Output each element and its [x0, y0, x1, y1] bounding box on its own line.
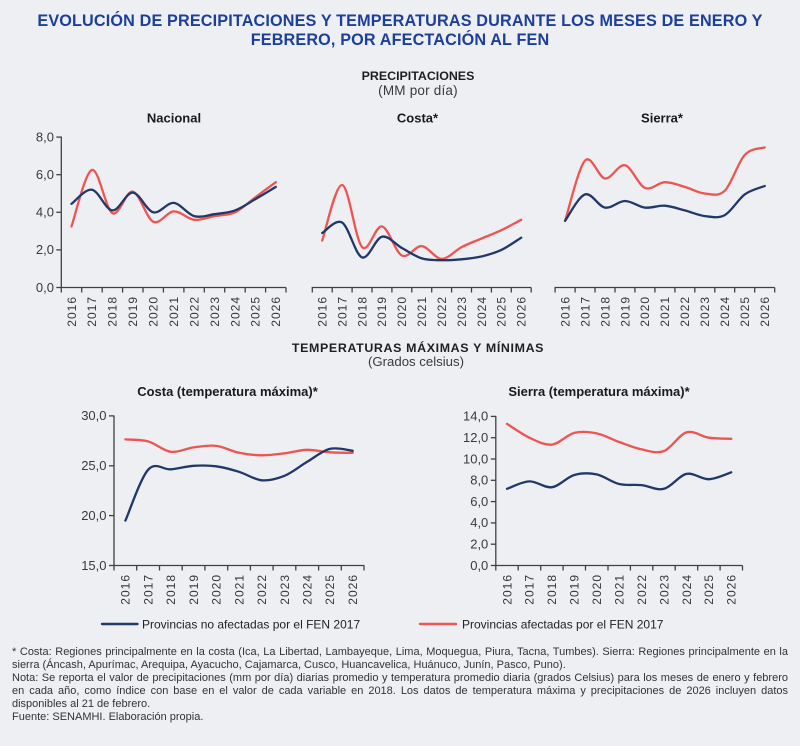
svg-text:4,0: 4,0	[470, 515, 488, 530]
svg-text:2019: 2019	[126, 296, 140, 327]
svg-text:2017: 2017	[523, 574, 537, 605]
svg-text:2018: 2018	[355, 296, 369, 327]
svg-text:6,0: 6,0	[470, 494, 488, 509]
svg-text:2025: 2025	[702, 574, 716, 605]
svg-text:2021: 2021	[658, 296, 672, 327]
svg-text:Costa (temperatura máxima)*: Costa (temperatura máxima)*	[137, 384, 319, 399]
svg-text:4,0: 4,0	[36, 205, 54, 220]
svg-text:8,0: 8,0	[36, 129, 54, 144]
svg-text:2026: 2026	[346, 574, 360, 605]
svg-text:2020: 2020	[590, 574, 604, 605]
svg-text:2023: 2023	[698, 296, 712, 327]
svg-text:2016: 2016	[316, 296, 330, 327]
svg-text:2026: 2026	[758, 296, 772, 327]
svg-text:2024: 2024	[301, 574, 315, 605]
svg-text:6,0: 6,0	[36, 167, 54, 182]
svg-text:2020: 2020	[210, 574, 224, 605]
svg-text:2020: 2020	[147, 296, 161, 327]
svg-text:2018: 2018	[164, 574, 178, 605]
svg-text:2021: 2021	[232, 574, 246, 605]
svg-text:8,0: 8,0	[470, 473, 488, 488]
svg-text:2016: 2016	[65, 296, 79, 327]
svg-text:2016: 2016	[119, 574, 133, 605]
svg-text:2019: 2019	[568, 574, 582, 605]
svg-text:0,0: 0,0	[36, 280, 54, 295]
svg-text:2021: 2021	[415, 296, 429, 327]
svg-text:2023: 2023	[208, 296, 222, 327]
svg-text:2022: 2022	[187, 296, 201, 327]
svg-text:2026: 2026	[269, 296, 283, 327]
svg-text:Sierra*: Sierra*	[641, 111, 684, 126]
svg-text:Nacional: Nacional	[147, 111, 201, 126]
svg-text:2017: 2017	[336, 296, 350, 327]
svg-text:2023: 2023	[657, 574, 671, 605]
svg-text:2022: 2022	[255, 574, 269, 605]
svg-text:15,0: 15,0	[81, 558, 106, 573]
svg-text:2022: 2022	[435, 296, 449, 327]
svg-text:2021: 2021	[613, 574, 627, 605]
svg-text:2023: 2023	[278, 574, 292, 605]
svg-text:30,0: 30,0	[81, 408, 106, 423]
svg-text:2022: 2022	[635, 574, 649, 605]
svg-text:10,0: 10,0	[463, 451, 488, 466]
svg-text:2023: 2023	[455, 296, 469, 327]
svg-text:2020: 2020	[395, 296, 409, 327]
svg-text:2016: 2016	[558, 296, 572, 327]
svg-text:Costa*: Costa*	[397, 111, 439, 126]
svg-text:2018: 2018	[598, 296, 612, 327]
svg-text:2024: 2024	[475, 296, 489, 327]
svg-text:20,0: 20,0	[81, 508, 106, 523]
svg-text:Sierra (temperatura máxima)*: Sierra (temperatura máxima)*	[508, 384, 690, 399]
svg-text:Provincias afectadas por el FE: Provincias afectadas por el FEN 2017	[462, 618, 664, 632]
svg-text:2025: 2025	[249, 296, 263, 327]
svg-text:2024: 2024	[718, 296, 732, 327]
svg-text:2024: 2024	[680, 574, 694, 605]
svg-text:2021: 2021	[167, 296, 181, 327]
svg-text:2018: 2018	[106, 296, 120, 327]
svg-text:14,0: 14,0	[463, 409, 488, 424]
svg-text:2017: 2017	[578, 296, 592, 327]
svg-text:Provincias no afectadas por el: Provincias no afectadas por el FEN 2017	[142, 618, 360, 632]
svg-text:25,0: 25,0	[81, 458, 106, 473]
svg-text:2017: 2017	[141, 574, 155, 605]
svg-text:2025: 2025	[323, 574, 337, 605]
svg-text:2024: 2024	[228, 296, 242, 327]
svg-text:2019: 2019	[618, 296, 632, 327]
svg-text:2025: 2025	[738, 296, 752, 327]
svg-text:2018: 2018	[545, 574, 559, 605]
svg-text:12,0: 12,0	[463, 430, 488, 445]
svg-text:2019: 2019	[187, 574, 201, 605]
svg-text:0,0: 0,0	[470, 558, 488, 573]
svg-text:2026: 2026	[515, 296, 529, 327]
svg-text:2022: 2022	[678, 296, 692, 327]
svg-text:2026: 2026	[725, 574, 739, 605]
svg-text:2,0: 2,0	[36, 242, 54, 257]
svg-text:2025: 2025	[495, 296, 509, 327]
svg-text:2,0: 2,0	[470, 537, 488, 552]
svg-text:2019: 2019	[375, 296, 389, 327]
svg-text:2020: 2020	[638, 296, 652, 327]
svg-text:2017: 2017	[85, 296, 99, 327]
svg-text:2016: 2016	[500, 574, 514, 605]
